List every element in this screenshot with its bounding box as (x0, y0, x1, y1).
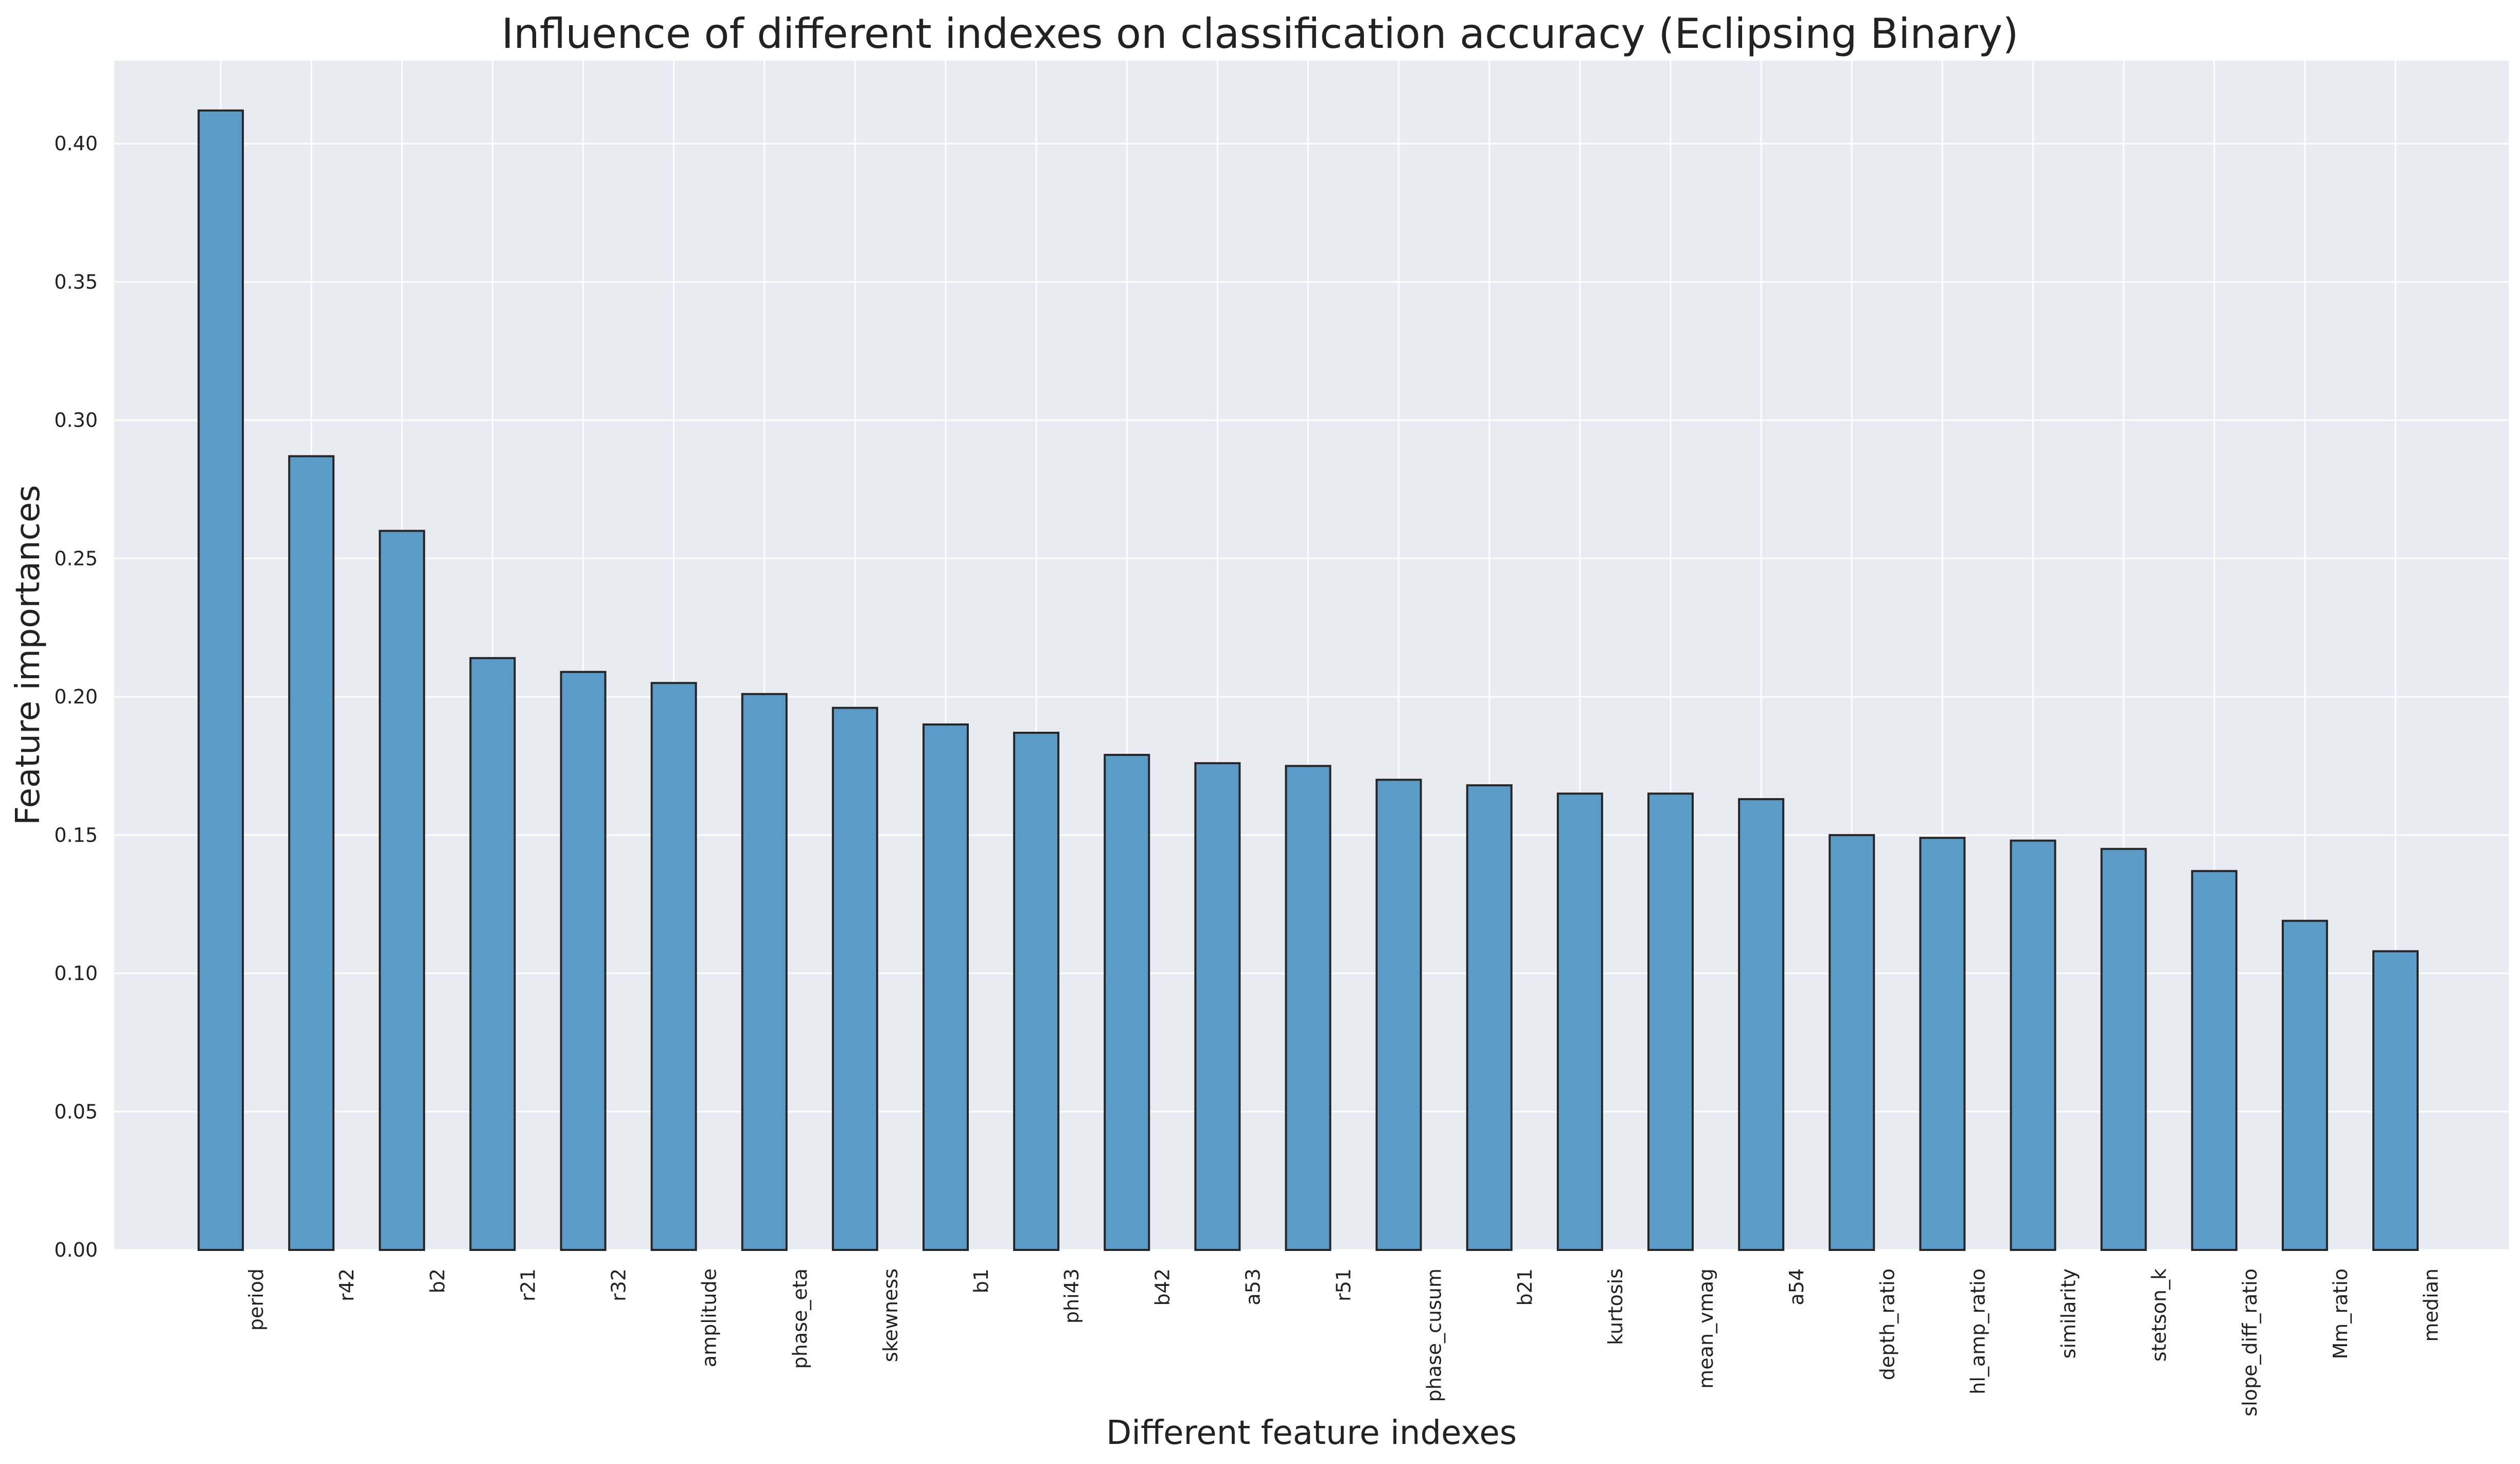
bar-depth-ratio (1829, 834, 1875, 1251)
bar-phase-cusum (1375, 779, 1422, 1251)
bar-skewness (831, 707, 878, 1251)
bar-hl-amp-ratio (1919, 837, 1966, 1251)
bars (198, 109, 2419, 1251)
bar-a53 (1194, 762, 1241, 1251)
y-tick-label: 0.15 (54, 824, 98, 846)
bar-a54 (1738, 798, 1785, 1251)
y-tick-label: 0.30 (54, 409, 98, 432)
y-tick-label: 0.10 (54, 962, 98, 985)
y-tick-label: 0.20 (54, 685, 98, 708)
x-tick-label: slope_diff_ratio (2239, 1268, 2261, 1417)
x-tick-label: r42 (335, 1268, 358, 1301)
bar-phi43 (1013, 731, 1060, 1251)
x-tick-label: a54 (1785, 1268, 1808, 1306)
x-tick-label: mean_vmag (1695, 1268, 1717, 1389)
y-tick-label: 0.05 (54, 1100, 98, 1123)
x-axis-ticks: period r42 b2 r21 r32 amplitude phase_eta skewn… (245, 1268, 2442, 1417)
x-tick-label: stetson_k (2148, 1268, 2171, 1362)
x-axis-label: Different feature indexes (1106, 1414, 1517, 1452)
x-tick-label: phase_cusum (1423, 1268, 1446, 1402)
x-tick-label: Mm_ratio (2329, 1268, 2352, 1359)
bar-r42 (288, 455, 335, 1251)
x-tick-label: hl_amp_ratio (1966, 1268, 1989, 1395)
bar-r32 (560, 671, 607, 1251)
x-tick-label: b1 (970, 1268, 992, 1293)
bar-b21 (1466, 784, 1513, 1251)
bar-mm-ratio (2281, 920, 2328, 1251)
bar-median (2372, 950, 2419, 1251)
bar-r21 (469, 657, 516, 1251)
x-tick-label: skewness (879, 1268, 902, 1362)
bar-amplitude (650, 682, 697, 1251)
bar-mean-vmag (1647, 792, 1694, 1251)
x-tick-label: median (2420, 1268, 2442, 1342)
x-tick-label: phi43 (1060, 1268, 1083, 1324)
bar-b2 (379, 530, 425, 1251)
x-tick-label: b42 (1151, 1268, 1174, 1306)
y-axis-ticks: 0.00 0.05 0.10 0.15 0.20 0.25 0.30 0.35 0.40 (54, 132, 98, 1261)
x-tick-label: b21 (1514, 1268, 1536, 1306)
y-tick-label: 0.35 (54, 271, 98, 293)
bar-slope-diff-ratio (2191, 870, 2238, 1251)
bar-phase-eta (741, 693, 788, 1251)
chart-title: Influence of different indexes on classi… (502, 10, 2019, 58)
y-tick-label: 0.40 (54, 132, 98, 155)
y-tick-label: 0.25 (54, 547, 98, 570)
x-tick-label: r51 (1333, 1268, 1355, 1301)
x-tick-label: r21 (517, 1268, 539, 1301)
x-tick-label: period (245, 1268, 268, 1331)
y-tick-label: 0.00 (54, 1239, 98, 1261)
bar-period (198, 109, 244, 1251)
x-tick-label: phase_eta (789, 1268, 811, 1369)
y-axis-label: Feature importances (9, 485, 47, 825)
x-tick-label: kurtosis (1604, 1268, 1627, 1345)
bar-similarity (2010, 839, 2056, 1251)
bar-b1 (922, 723, 969, 1251)
x-tick-label: depth_ratio (1876, 1268, 1898, 1380)
x-tick-label: r32 (608, 1268, 630, 1301)
x-tick-label: amplitude (698, 1268, 721, 1367)
x-tick-label: a53 (1241, 1268, 1264, 1306)
bar-r51 (1285, 765, 1332, 1251)
x-tick-label: b2 (426, 1268, 449, 1293)
bar-kurtosis (1556, 792, 1603, 1251)
bar-stetson-k (2100, 848, 2147, 1251)
x-tick-label: similarity (2057, 1268, 2080, 1359)
bar-b42 (1104, 753, 1150, 1251)
